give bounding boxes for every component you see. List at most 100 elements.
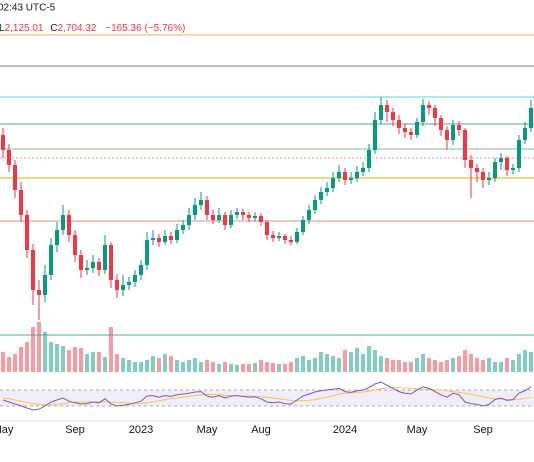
candle-body: [427, 105, 431, 108]
candle-body: [271, 235, 275, 238]
candle-body: [529, 108, 533, 128]
low-value: 2,125.01: [5, 23, 44, 34]
volume-bar: [85, 354, 89, 372]
candle-body: [85, 268, 89, 270]
candle-body: [67, 215, 71, 235]
candle-body: [421, 105, 425, 122]
candle-body: [1, 135, 5, 150]
candle-body: [445, 130, 449, 140]
volume-bar: [499, 362, 503, 372]
candle-body: [19, 190, 23, 215]
volume-bar: [439, 362, 443, 372]
candle-body: [139, 265, 143, 275]
candle-body: [259, 216, 263, 222]
close-value: 2,704.32: [58, 23, 97, 34]
volume-bar: [517, 354, 521, 372]
volume-bar: [157, 358, 161, 372]
volume-bar: [379, 356, 383, 372]
candle-body: [523, 128, 527, 140]
volume-bar: [199, 362, 203, 372]
volume-bar: [391, 360, 395, 372]
candle-body: [235, 212, 239, 215]
candle-body: [385, 105, 389, 112]
volume-bar: [49, 342, 53, 372]
volume-bar: [1, 352, 5, 372]
volume-bar: [415, 358, 419, 372]
volume-bar: [247, 364, 251, 372]
x-tick-label: Sep: [65, 424, 85, 436]
candle-body: [283, 236, 287, 240]
volume-bar: [277, 364, 281, 372]
candle-body: [241, 212, 245, 215]
candle-body: [37, 290, 41, 295]
candle-body: [205, 200, 209, 215]
volume-bar: [361, 354, 365, 372]
volume-bar: [31, 327, 35, 372]
candle-body: [391, 112, 395, 120]
candle-body: [307, 210, 311, 220]
volume-bar: [79, 348, 83, 372]
volume-bar: [223, 362, 227, 372]
volume-bar: [235, 365, 239, 372]
volume-bar: [313, 358, 317, 372]
candle-body: [433, 108, 437, 118]
candle-body: [313, 200, 317, 210]
volume-bar: [523, 350, 527, 372]
rsi-band: [0, 390, 534, 406]
candle-body: [55, 230, 59, 245]
candle-body: [331, 178, 335, 188]
candle-body: [337, 172, 341, 178]
x-tick-label: May: [407, 424, 428, 436]
candle-body: [79, 255, 83, 270]
volume-bar: [529, 352, 533, 372]
volume-bar: [181, 362, 185, 372]
volume-bar: [475, 358, 479, 372]
volume-bar: [271, 363, 275, 372]
volume-bar: [151, 356, 155, 372]
volume-bar: [265, 362, 269, 372]
candle-body: [373, 120, 377, 150]
candle-body: [31, 250, 35, 290]
volume-bar: [433, 360, 437, 372]
volume-bar: [349, 352, 353, 372]
volume-bar: [511, 360, 515, 372]
volume-bar: [403, 362, 407, 372]
header-ohlc: L2,125.01 C2,704.32 −165.36 (−5.76%): [0, 23, 185, 34]
candle-body: [13, 165, 17, 190]
volume-bar: [493, 362, 497, 372]
candle-body: [157, 238, 161, 242]
volume-bar: [127, 360, 131, 372]
candle-body: [493, 162, 497, 178]
volume-bar: [283, 364, 287, 372]
volume-bar: [133, 362, 137, 372]
volume-bar: [295, 358, 299, 372]
volume-bar: [289, 362, 293, 372]
volume-bar: [397, 360, 401, 372]
candle-body: [97, 262, 101, 270]
volume-bar: [445, 360, 449, 372]
candle-body: [397, 120, 401, 128]
rsi-line: [2, 381, 532, 411]
low-label: L: [0, 23, 5, 34]
candle-body: [229, 215, 233, 225]
volume-bar: [325, 354, 329, 372]
candle-body: [145, 240, 149, 265]
volume-bar: [115, 354, 119, 372]
volume-bar: [463, 350, 467, 372]
volume-bar: [37, 322, 41, 372]
volume-bar: [421, 354, 425, 372]
volume-bar: [217, 364, 221, 372]
candle-body: [505, 158, 509, 170]
candle-body: [481, 172, 485, 180]
volume-bar: [319, 352, 323, 372]
candle-body: [343, 172, 347, 180]
volume-bar: [61, 346, 65, 372]
volume-bar: [307, 360, 311, 372]
volume-bar: [331, 356, 335, 372]
volume-bar: [457, 356, 461, 372]
candle-body: [211, 215, 215, 220]
candle-body: [463, 130, 467, 160]
volume-bar: [121, 358, 125, 372]
volume-bar: [163, 354, 167, 372]
close-label: C: [50, 23, 57, 34]
